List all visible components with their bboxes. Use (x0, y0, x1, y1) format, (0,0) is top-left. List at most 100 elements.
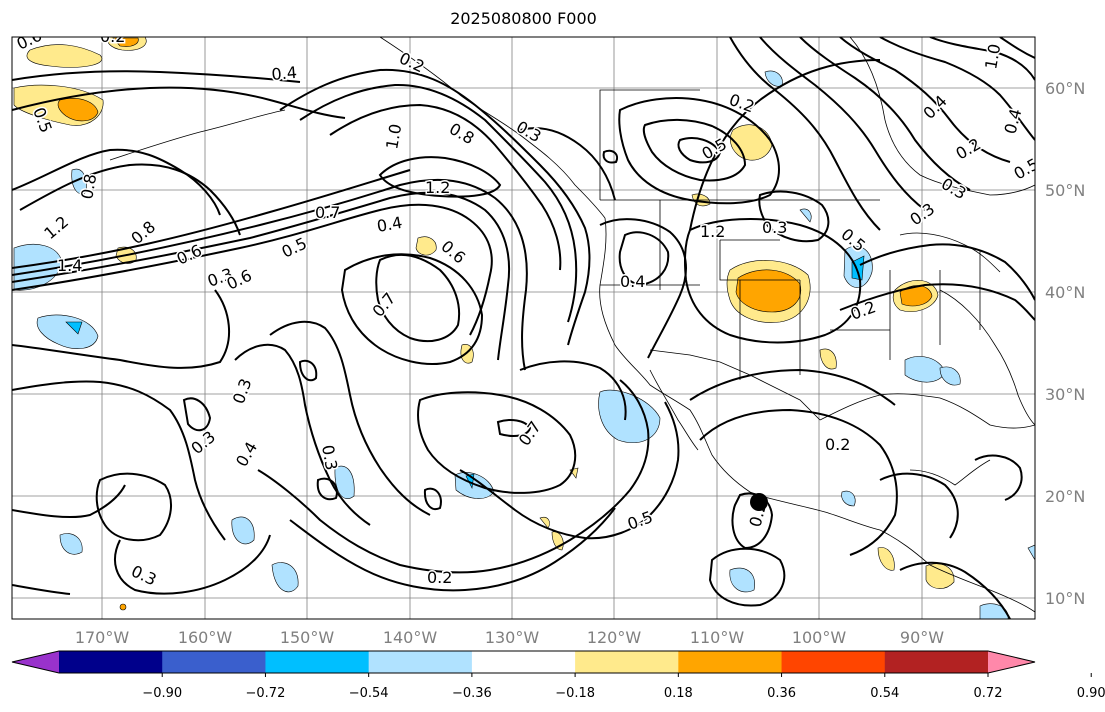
map-content: 0.6 0.20.4 0.21.0 0.8 0.31.20.50.21.00.70.40… (12, 27, 1035, 619)
contour-line (758, 190, 830, 243)
neg-patch (851, 255, 865, 281)
colorbar-segment (265, 651, 370, 673)
pos-patch (112, 37, 139, 47)
colorbar-tick-labels: −0.90 −0.72 −0.54 −0.36 −0.18 0.18 0.36 0.54 0.7… (142, 673, 1105, 701)
coastline-greatlakes (899, 232, 1001, 273)
lat-tick-label: 60°N (1045, 79, 1085, 98)
contour-line (257, 379, 650, 574)
contour-line (316, 477, 338, 501)
contour-line (642, 118, 747, 182)
colorbar-tick-label: −0.54 (349, 686, 389, 701)
contour-line (689, 59, 881, 231)
colorbar-tick-label: 0.36 (767, 686, 796, 701)
contour-line (929, 37, 1035, 81)
colorbar (11, 650, 1036, 674)
colorbar-tick-label: 0.18 (664, 686, 693, 701)
neg-patch (36, 314, 99, 349)
neg-patch (71, 168, 87, 195)
contour-line (859, 243, 1035, 301)
colorbar-segment (884, 651, 989, 673)
latitude-labels: 60°N 50°N 40°N 30°N 20°N 10°N (1045, 79, 1085, 608)
colorbar-segment (781, 651, 886, 673)
neg-patch (799, 208, 812, 223)
contour-lines (12, 37, 1035, 619)
lat-tick-label: 10°N (1045, 589, 1085, 608)
contour-line (879, 472, 959, 539)
colorbar-tick-label: −0.72 (246, 686, 286, 701)
pos-patch (819, 348, 837, 370)
neg-patch (841, 490, 856, 507)
coastlines-and-borders (109, 37, 1035, 613)
contour-line (279, 68, 591, 346)
contour-line (699, 408, 898, 556)
contour-line (340, 253, 484, 365)
neg-patch (939, 366, 961, 386)
lat-tick-label: 50°N (1045, 181, 1085, 200)
contour-line (12, 584, 71, 595)
contour-line (375, 253, 460, 343)
coastline-baja (649, 369, 699, 451)
contour-line (12, 86, 346, 119)
border-states (600, 200, 981, 380)
contour-line (519, 127, 616, 201)
contour-line (12, 178, 528, 371)
pos-patch (57, 98, 99, 122)
colorbar-tick-label: −0.36 (452, 686, 492, 701)
contour-label: 0.2 (100, 27, 125, 46)
contour-line (677, 137, 722, 164)
colorbar-segment (575, 651, 679, 673)
contour-line (879, 37, 1035, 141)
colorbar-tick-label: −0.18 (555, 686, 595, 701)
contour-line (496, 419, 532, 437)
colorbar-tick-label: 0.72 (974, 686, 1003, 701)
colorbar-extend-left (12, 651, 59, 673)
longitude-labels: 170°W 160°W 150°W 140°W 130°W 120°W 110°W 100°W… (75, 628, 944, 647)
contour-line (95, 472, 172, 542)
neg-patch (65, 321, 83, 335)
contour-label: 1.0 (981, 42, 1004, 70)
neg-patch (13, 244, 63, 291)
contour-line (299, 83, 578, 323)
border-alaska (599, 89, 700, 200)
contour-line (329, 103, 562, 271)
contour-label: 0.2 (825, 435, 850, 454)
map-title: 2025080800 F000 (450, 9, 597, 28)
contour-line (12, 148, 221, 216)
lon-tick-label: 90°W (900, 628, 944, 647)
contour-label: 0.4 (271, 63, 298, 84)
contour-line (12, 169, 411, 269)
colorbar-segment (678, 651, 783, 673)
contour-line (899, 561, 1011, 619)
colorbar-segment (471, 651, 576, 673)
contour-line (114, 534, 271, 595)
colorbar-segment (59, 651, 163, 673)
contour-line (602, 149, 618, 164)
coastline-eastcoast (939, 289, 1035, 426)
contour-line (999, 37, 1035, 59)
lat-tick-label: 40°N (1045, 283, 1085, 302)
contour-line (378, 156, 502, 198)
pos-patch (415, 236, 437, 256)
contour-line (12, 484, 126, 519)
pos-patch (899, 285, 933, 307)
contour-label: 0.4 (620, 272, 645, 291)
contour-line (12, 289, 231, 369)
lon-tick-label: 110°W (690, 628, 745, 647)
contour-line (759, 37, 926, 211)
neg-patch (729, 567, 755, 593)
contour-line (234, 343, 371, 526)
contour-line (689, 368, 896, 406)
contour-line (799, 37, 971, 191)
contour-line (298, 359, 318, 382)
contour-line (19, 163, 241, 236)
lon-tick-label: 120°W (587, 628, 642, 647)
pos-patch (735, 269, 802, 313)
neg-patch (59, 533, 83, 555)
contour-line (12, 70, 301, 83)
contour-line (269, 320, 431, 516)
contour-line (618, 97, 780, 205)
contour-line (12, 203, 493, 336)
lat-tick-label: 30°N (1045, 385, 1085, 404)
pos-patch (26, 44, 103, 68)
